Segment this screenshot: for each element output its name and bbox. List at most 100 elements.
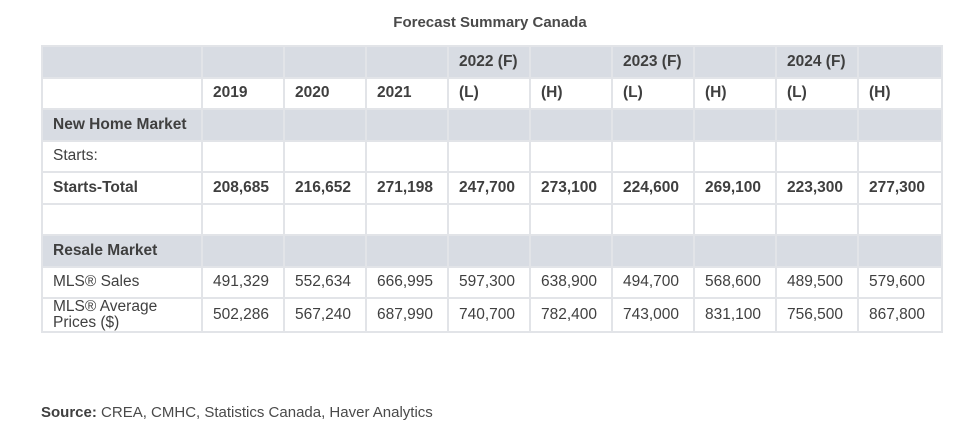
table-cell: 277,300: [857, 171, 943, 205]
header-group-cell: [529, 45, 613, 79]
source-label: Source:: [41, 404, 97, 421]
table-cell: [447, 139, 531, 173]
table-cell: [529, 234, 613, 268]
table-cell: [611, 108, 695, 142]
table-cell: 247,700: [447, 171, 531, 205]
table-cell: [529, 139, 613, 173]
table-cell: [365, 202, 449, 236]
header-column-cell: 2019: [201, 76, 285, 110]
table-cell: 273,100: [529, 171, 613, 205]
header-group-cell: 2023 (F): [611, 45, 695, 79]
table-cell: 216,652: [283, 171, 367, 205]
table-cell: 597,300: [447, 265, 531, 299]
table-row: New Home Market: [41, 108, 943, 142]
row-label: Starts:: [41, 139, 203, 173]
table-cell: [201, 108, 285, 142]
table-row: Starts:: [41, 139, 943, 173]
header-group-cell: [857, 45, 943, 79]
table-row: [41, 202, 943, 236]
table-cell: 224,600: [611, 171, 695, 205]
table-cell: [529, 202, 613, 236]
table-cell: [283, 234, 367, 268]
table-cell: [447, 108, 531, 142]
table-cell: 568,600: [693, 265, 777, 299]
header-column-row: 2019 2020 2021 (L) (H) (L) (H) (L) (H): [41, 76, 943, 110]
table-cell: 269,100: [693, 171, 777, 205]
row-label: Starts-Total: [41, 171, 203, 205]
table-cell: [529, 108, 613, 142]
header-column-cell: (H): [529, 76, 613, 110]
table-cell: [693, 202, 777, 236]
table-row: Starts-Total 208,685 216,652 271,198 247,700…: [41, 171, 943, 205]
table-cell: 831,100: [693, 297, 777, 333]
table-cell: [611, 202, 695, 236]
header-column-cell: (L): [775, 76, 859, 110]
table-cell: [283, 139, 367, 173]
table-cell: [365, 108, 449, 142]
table-row: Resale Market: [41, 234, 943, 268]
table-cell: [611, 139, 695, 173]
table-cell: [201, 139, 285, 173]
table-cell: [857, 139, 943, 173]
table-cell: [857, 234, 943, 268]
header-group-cell: [365, 45, 449, 79]
table-cell: 491,329: [201, 265, 285, 299]
table-cell: 666,995: [365, 265, 449, 299]
row-label: MLS® Average Prices ($): [41, 297, 203, 333]
table-cell: [775, 202, 859, 236]
header-column-cell: [41, 76, 203, 110]
table-cell: 867,800: [857, 297, 943, 333]
header-group-cell: [693, 45, 777, 79]
header-column-cell: 2020: [283, 76, 367, 110]
table-cell: [365, 139, 449, 173]
table-cell: 567,240: [283, 297, 367, 333]
header-group-cell: 2024 (F): [775, 45, 859, 79]
table-cell: 756,500: [775, 297, 859, 333]
table-cell: [857, 202, 943, 236]
table-cell: [447, 202, 531, 236]
table-cell: 552,634: [283, 265, 367, 299]
table-cell: 579,600: [857, 265, 943, 299]
table-cell: [693, 108, 777, 142]
table-row: MLS® Average Prices ($) 502,286 567,240 687…: [41, 297, 943, 333]
table-cell: [283, 202, 367, 236]
header-column-cell: (H): [857, 76, 943, 110]
table-cell: 638,900: [529, 265, 613, 299]
row-label: New Home Market: [41, 108, 203, 142]
table-cell: 208,685: [201, 171, 285, 205]
table-cell: 740,700: [447, 297, 531, 333]
table-cell: [611, 234, 695, 268]
header-group-cell: 2022 (F): [447, 45, 531, 79]
table-cell: 271,198: [365, 171, 449, 205]
header-column-cell: 2021: [365, 76, 449, 110]
header-column-cell: (H): [693, 76, 777, 110]
table-cell: 502,286: [201, 297, 285, 333]
table-row: MLS® Sales 491,329 552,634 666,995 597,300 63…: [41, 265, 943, 299]
table-cell: 782,400: [529, 297, 613, 333]
table-cell: 687,990: [365, 297, 449, 333]
table-cell: 489,500: [775, 265, 859, 299]
table-cell: [857, 108, 943, 142]
table-cell: [365, 234, 449, 268]
row-label: Resale Market: [41, 234, 203, 268]
table-cell: [283, 108, 367, 142]
table-cell: [775, 139, 859, 173]
table-cell: [775, 234, 859, 268]
header-group-cell: [283, 45, 367, 79]
header-group-cell: [201, 45, 285, 79]
row-label: MLS® Sales: [41, 265, 203, 299]
table-cell: 743,000: [611, 297, 695, 333]
header-column-cell: (L): [447, 76, 531, 110]
table-cell: [447, 234, 531, 268]
row-label: [41, 202, 203, 236]
header-group-row: 2022 (F) 2023 (F) 2024 (F): [41, 45, 943, 79]
header-column-cell: (L): [611, 76, 695, 110]
table-cell: 223,300: [775, 171, 859, 205]
header-group-cell: [41, 45, 203, 79]
table-cell: 494,700: [611, 265, 695, 299]
table-cell: [775, 108, 859, 142]
table-cell: [693, 234, 777, 268]
table-cell: [201, 202, 285, 236]
forecast-table: 2022 (F) 2023 (F) 2024 (F) 2019 2020 2021 (L)(…: [41, 45, 943, 333]
table-cell: [201, 234, 285, 268]
